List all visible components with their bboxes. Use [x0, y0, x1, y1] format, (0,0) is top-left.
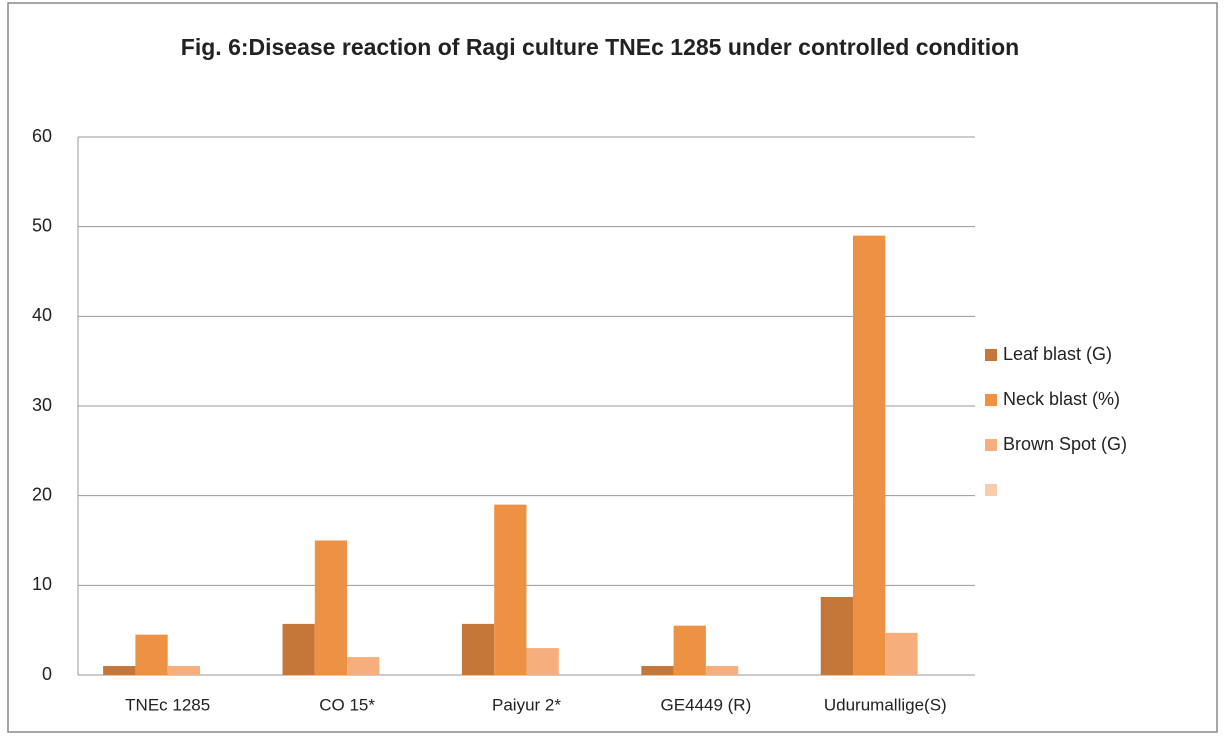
- bar: [641, 666, 674, 675]
- bar: [135, 634, 168, 675]
- y-tick-label: 10: [32, 574, 52, 594]
- bar: [494, 504, 527, 675]
- x-tick-label: CO 15*: [319, 695, 375, 714]
- legend-label: Brown Spot (G): [1003, 434, 1127, 454]
- bar: [526, 648, 559, 675]
- legend-label: Neck blast (%): [1003, 389, 1120, 409]
- y-tick-label: 40: [32, 305, 52, 325]
- bar: [853, 235, 886, 675]
- y-tick-label: 50: [32, 215, 52, 235]
- chart-title: Fig. 6:Disease reaction of Ragi culture …: [180, 34, 1020, 60]
- legend-swatch: [985, 394, 997, 406]
- x-tick-label: Udurumallige(S): [824, 695, 947, 714]
- bar: [347, 657, 380, 675]
- y-tick-label: 30: [32, 395, 52, 415]
- y-tick-label: 60: [32, 126, 52, 146]
- bar: [103, 666, 136, 675]
- y-tick-label: 0: [42, 664, 52, 684]
- bar: [820, 596, 854, 675]
- x-tick-label: GE4449 (R): [661, 695, 752, 714]
- y-tick-label: 20: [32, 484, 52, 504]
- bar: [673, 625, 706, 675]
- x-tick-label: TNEc 1285: [125, 695, 210, 714]
- bar: [167, 666, 200, 675]
- x-tick-label: Paiyur 2*: [492, 695, 561, 714]
- legend-swatch: [985, 484, 997, 496]
- bar: [461, 623, 495, 675]
- bar: [314, 540, 348, 675]
- bar: [705, 666, 739, 675]
- legend-label: Leaf blast (G): [1003, 344, 1112, 364]
- bar: [885, 632, 918, 675]
- legend-swatch: [985, 439, 997, 451]
- chart-frame: [7, 2, 1218, 733]
- bar: [282, 623, 315, 675]
- legend-swatch: [985, 349, 997, 361]
